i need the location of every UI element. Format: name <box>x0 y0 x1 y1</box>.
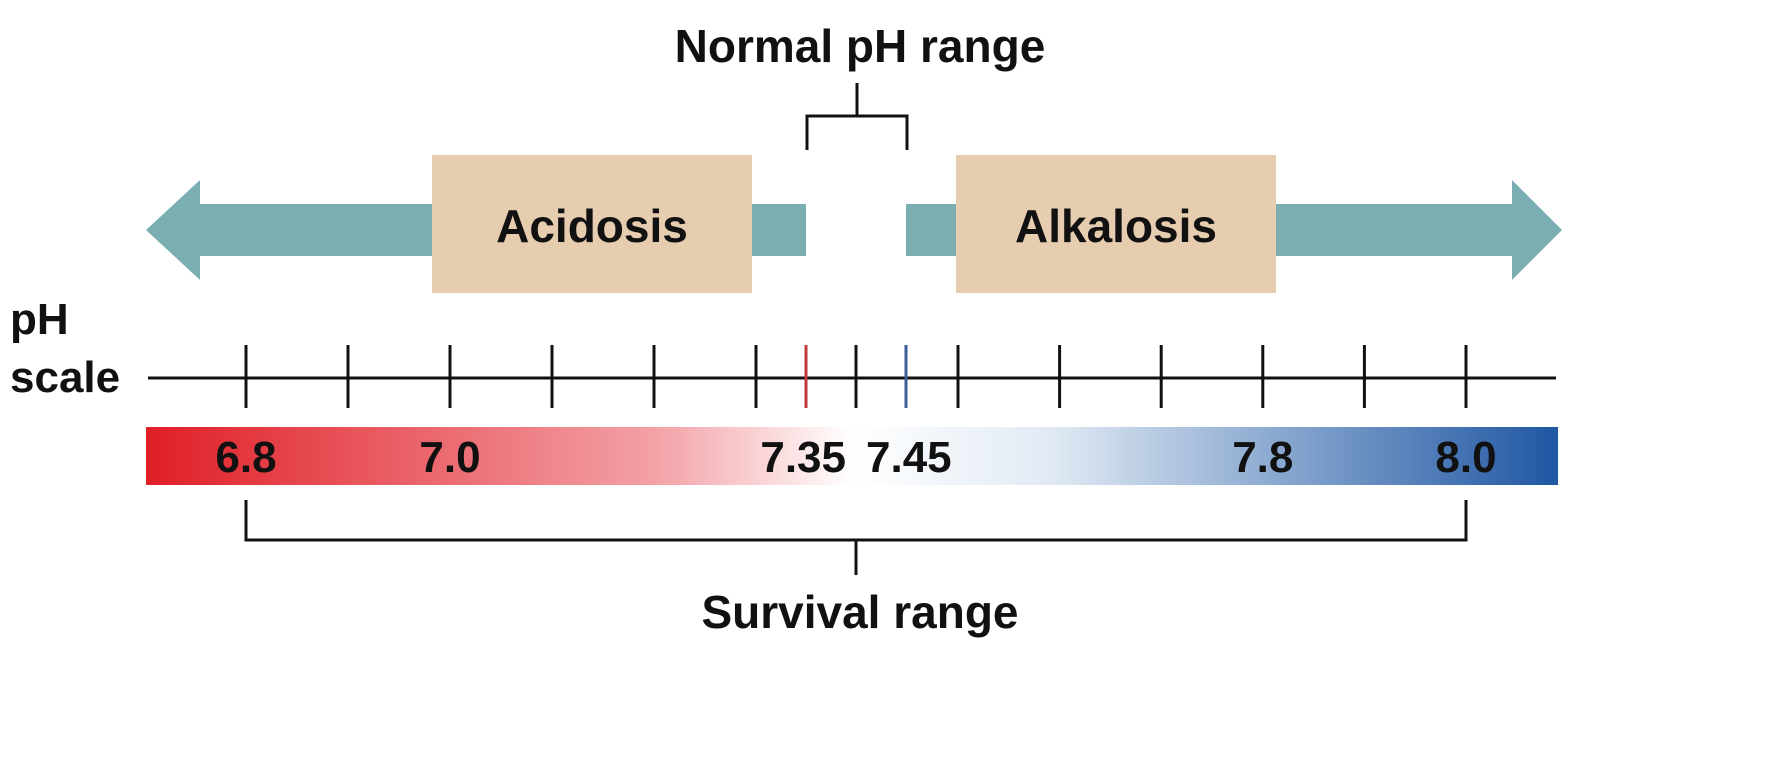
alkalosis-box <box>956 155 1276 293</box>
scale-value-labels: 6.8 7.0 7.35 7.45 7.8 8.0 <box>215 433 1496 482</box>
acidosis-label: Acidosis <box>496 200 688 252</box>
alkalosis-label: Alkalosis <box>1015 200 1217 252</box>
acidosis-box <box>432 155 752 293</box>
value-label-7-8: 7.8 <box>1232 433 1293 482</box>
normal-range-bracket <box>805 83 909 150</box>
normal-range-label: Normal pH range <box>675 20 1046 72</box>
scale-ticks <box>244 345 1468 408</box>
ph-label: pH <box>10 295 69 344</box>
value-label-6-8: 6.8 <box>215 433 276 482</box>
value-label-7-0: 7.0 <box>419 433 480 482</box>
value-label-7-45: 7.45 <box>866 433 952 482</box>
scale-label: scale <box>10 353 120 402</box>
value-label-8-0: 8.0 <box>1435 433 1496 482</box>
survival-range-bracket <box>244 500 1468 575</box>
ph-gradient-bar <box>146 427 1558 485</box>
survival-range-label: Survival range <box>701 586 1018 638</box>
value-label-7-35: 7.35 <box>760 433 846 482</box>
